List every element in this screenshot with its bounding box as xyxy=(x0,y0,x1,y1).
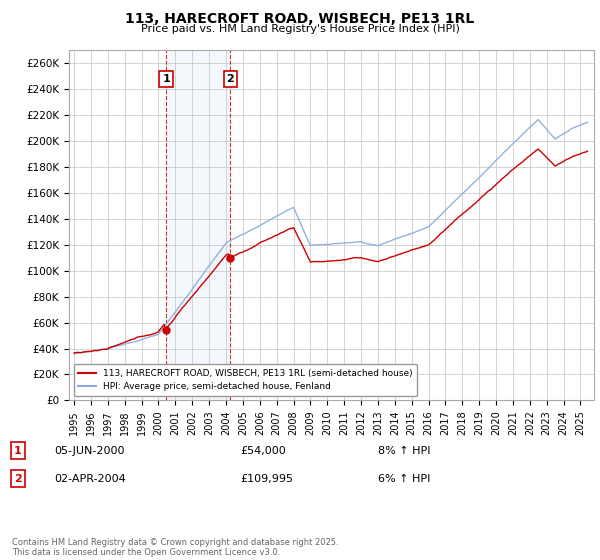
Text: Contains HM Land Registry data © Crown copyright and database right 2025.
This d: Contains HM Land Registry data © Crown c… xyxy=(12,538,338,557)
Text: 05-JUN-2000: 05-JUN-2000 xyxy=(54,446,125,456)
Text: 1: 1 xyxy=(14,446,22,456)
Text: £54,000: £54,000 xyxy=(240,446,286,456)
Text: 8% ↑ HPI: 8% ↑ HPI xyxy=(378,446,431,456)
Text: 1: 1 xyxy=(162,74,170,84)
Legend: 113, HARECROFT ROAD, WISBECH, PE13 1RL (semi-detached house), HPI: Average price: 113, HARECROFT ROAD, WISBECH, PE13 1RL (… xyxy=(74,365,418,396)
Text: Price paid vs. HM Land Registry's House Price Index (HPI): Price paid vs. HM Land Registry's House … xyxy=(140,24,460,34)
Text: 113, HARECROFT ROAD, WISBECH, PE13 1RL: 113, HARECROFT ROAD, WISBECH, PE13 1RL xyxy=(125,12,475,26)
Text: £109,995: £109,995 xyxy=(240,474,293,484)
Text: 2: 2 xyxy=(226,74,234,84)
Text: 6% ↑ HPI: 6% ↑ HPI xyxy=(378,474,430,484)
Bar xyxy=(166,50,230,400)
Text: 02-APR-2004: 02-APR-2004 xyxy=(54,474,126,484)
Text: 2: 2 xyxy=(14,474,22,484)
